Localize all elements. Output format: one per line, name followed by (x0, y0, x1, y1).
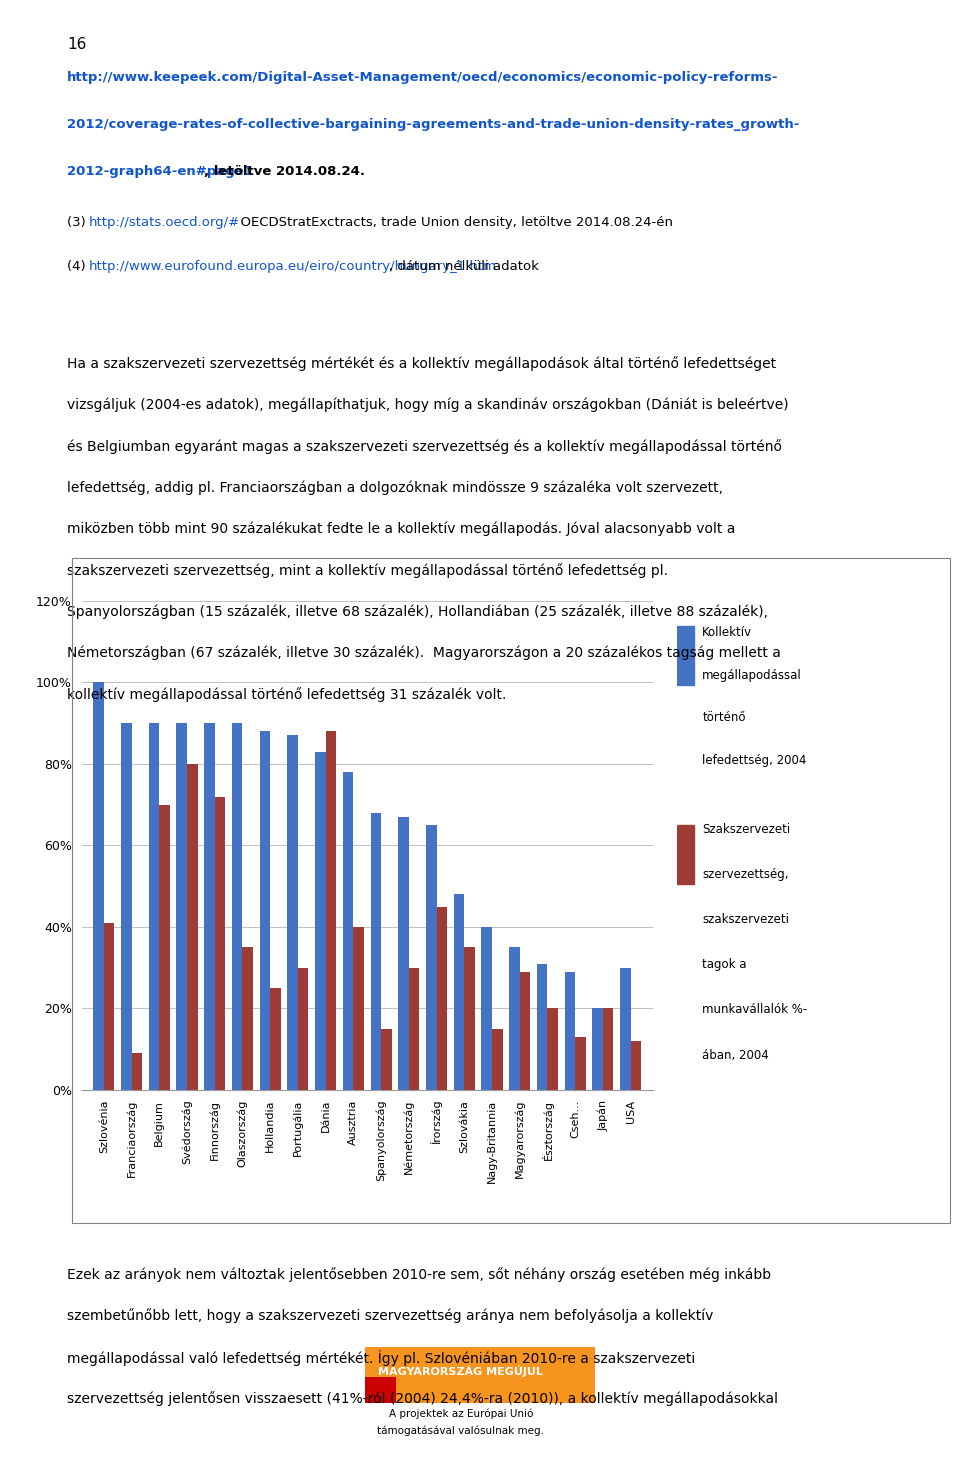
Bar (232, 724, 243, 1090)
Text: történő: történő (702, 712, 746, 724)
Bar (564, 972, 575, 1090)
Bar (243, 947, 252, 1090)
Text: szakszervezeti szervezettség, mint a kollektív megállapodással történő lefedetts: szakszervezeti szervezettség, mint a kol… (67, 563, 668, 578)
Bar (381, 1029, 392, 1090)
Bar (325, 731, 336, 1090)
Text: megállapodással való lefedettség mértékét. Így pl. Szlovéniában 2010-re a szaksz: megállapodással való lefedettség mértéké… (67, 1350, 695, 1366)
Bar (398, 817, 409, 1090)
Text: , dátum nélküli adatok: , dátum nélküli adatok (390, 260, 540, 273)
Bar (353, 928, 364, 1090)
Bar (104, 923, 114, 1090)
Text: 2012/coverage-rates-of-collective-bargaining-agreements-and-trade-union-density-: 2012/coverage-rates-of-collective-bargai… (67, 118, 800, 131)
Bar (149, 724, 159, 1090)
Text: szembetűnőbb lett, hogy a szakszervezeti szervezettség aránya nem befolyásolja a: szembetűnőbb lett, hogy a szakszervezeti… (67, 1309, 713, 1323)
Bar (481, 928, 492, 1090)
Bar (426, 826, 437, 1090)
Text: A projektek az Európai Unió: A projektek az Európai Unió (389, 1408, 533, 1419)
Text: Németországban (67 százalék, illetve 30 százalék).  Magyarországon a 20 százalék: Németországban (67 százalék, illetve 30 … (67, 645, 781, 660)
Bar (492, 1029, 502, 1090)
Bar (454, 895, 465, 1090)
Text: http://stats.oecd.org/#: http://stats.oecd.org/# (88, 216, 240, 229)
Text: OECDStratExctracts, trade Union density, letöltve 2014.08.24-én: OECDStratExctracts, trade Union density,… (232, 216, 673, 229)
Text: szervezettség jelentősen visszaesett (41%-ról (2004) 24,4%-ra (2010)), a kollekt: szervezettség jelentősen visszaesett (41… (67, 1391, 779, 1406)
Bar (547, 1009, 558, 1090)
Bar (177, 724, 187, 1090)
Text: , letöltve 2014.08.24.: , letöltve 2014.08.24. (204, 165, 366, 179)
Bar (465, 947, 475, 1090)
Bar (259, 731, 270, 1090)
Bar (270, 988, 280, 1090)
Bar (509, 947, 519, 1090)
Text: lefedettség, addig pl. Franciaországban a dolgozóknak mindössze 9 százaléka volt: lefedettség, addig pl. Franciaországban … (67, 480, 723, 495)
Text: Kollektív: Kollektív (702, 626, 753, 640)
Text: 2012-graph64-en#page1: 2012-graph64-en#page1 (67, 165, 253, 179)
Text: miközben több mint 90 százalékukat fedte le a kollektív megállapodás. Jóval alac: miközben több mint 90 százalékukat fedte… (67, 521, 735, 536)
Bar (298, 967, 308, 1090)
Bar (315, 752, 325, 1090)
Text: támogatásával valósulnak meg.: támogatásával valósulnak meg. (377, 1425, 544, 1437)
Bar (287, 736, 298, 1090)
Bar (187, 764, 198, 1090)
Text: megállapodással: megállapodással (702, 669, 802, 682)
Bar (132, 1053, 142, 1090)
Text: 16: 16 (67, 37, 86, 52)
Bar (343, 772, 353, 1090)
Bar (204, 724, 215, 1090)
Text: tagok a: tagok a (702, 959, 747, 972)
Bar (409, 967, 420, 1090)
Text: kollektív megállapodással történő lefedettség 31 százalék volt.: kollektív megállapodással történő lefede… (67, 687, 507, 702)
Bar (631, 1041, 641, 1090)
Text: Spanyolországban (15 százalék, illetve 68 százalék), Hollandiában (25 százalék, : Spanyolországban (15 százalék, illetve 6… (67, 604, 768, 619)
Text: Szakszervezeti: Szakszervezeti (702, 823, 790, 836)
Bar (121, 724, 132, 1090)
Text: Ha a szakszervezeti szervezettség mértékét és a kollektív megállapodások által t: Ha a szakszervezeti szervezettség mérték… (67, 356, 777, 371)
Bar (677, 826, 694, 883)
Bar (677, 626, 694, 685)
Bar (215, 796, 226, 1090)
Bar (519, 972, 530, 1090)
Bar (159, 805, 170, 1090)
Text: szervezettség,: szervezettség, (702, 868, 789, 880)
Bar (371, 812, 381, 1090)
Text: http://www.keepeek.com/Digital-Asset-Management/oecd/economics/economic-policy-r: http://www.keepeek.com/Digital-Asset-Man… (67, 71, 779, 84)
Text: (3): (3) (67, 216, 90, 229)
Text: munkavállalók %-: munkavállalók %- (702, 1003, 807, 1016)
Text: (4): (4) (67, 260, 90, 273)
Bar (437, 907, 447, 1090)
Bar (575, 1037, 586, 1090)
Bar (603, 1009, 613, 1090)
Bar (93, 682, 104, 1090)
Text: ában, 2004: ában, 2004 (702, 1049, 769, 1062)
Bar (537, 963, 547, 1090)
Text: Ezek az arányok nem változtak jelentősebben 2010-re sem, sőt néhány ország eseté: Ezek az arányok nem változtak jelentőseb… (67, 1267, 771, 1282)
Text: http://www.eurofound.europa.eu/eiro/country/hungary_1.htm: http://www.eurofound.europa.eu/eiro/coun… (88, 260, 496, 273)
Text: MAGYARORSZÁG MEGÚJUL: MAGYARORSZÁG MEGÚJUL (378, 1365, 543, 1377)
Text: és Belgiumban egyaránt magas a szakszervezeti szervezettség és a kollektív megál: és Belgiumban egyaránt magas a szakszerv… (67, 439, 782, 453)
Text: lefedettség, 2004: lefedettség, 2004 (702, 753, 806, 767)
Bar (592, 1009, 603, 1090)
Text: szakszervezeti: szakszervezeti (702, 913, 789, 926)
Text: vizsgáljuk (2004-es adatok), megállapíthatjuk, hogy míg a skandináv országokban : vizsgáljuk (2004-es adatok), megállapíth… (67, 397, 789, 412)
Bar (620, 967, 631, 1090)
